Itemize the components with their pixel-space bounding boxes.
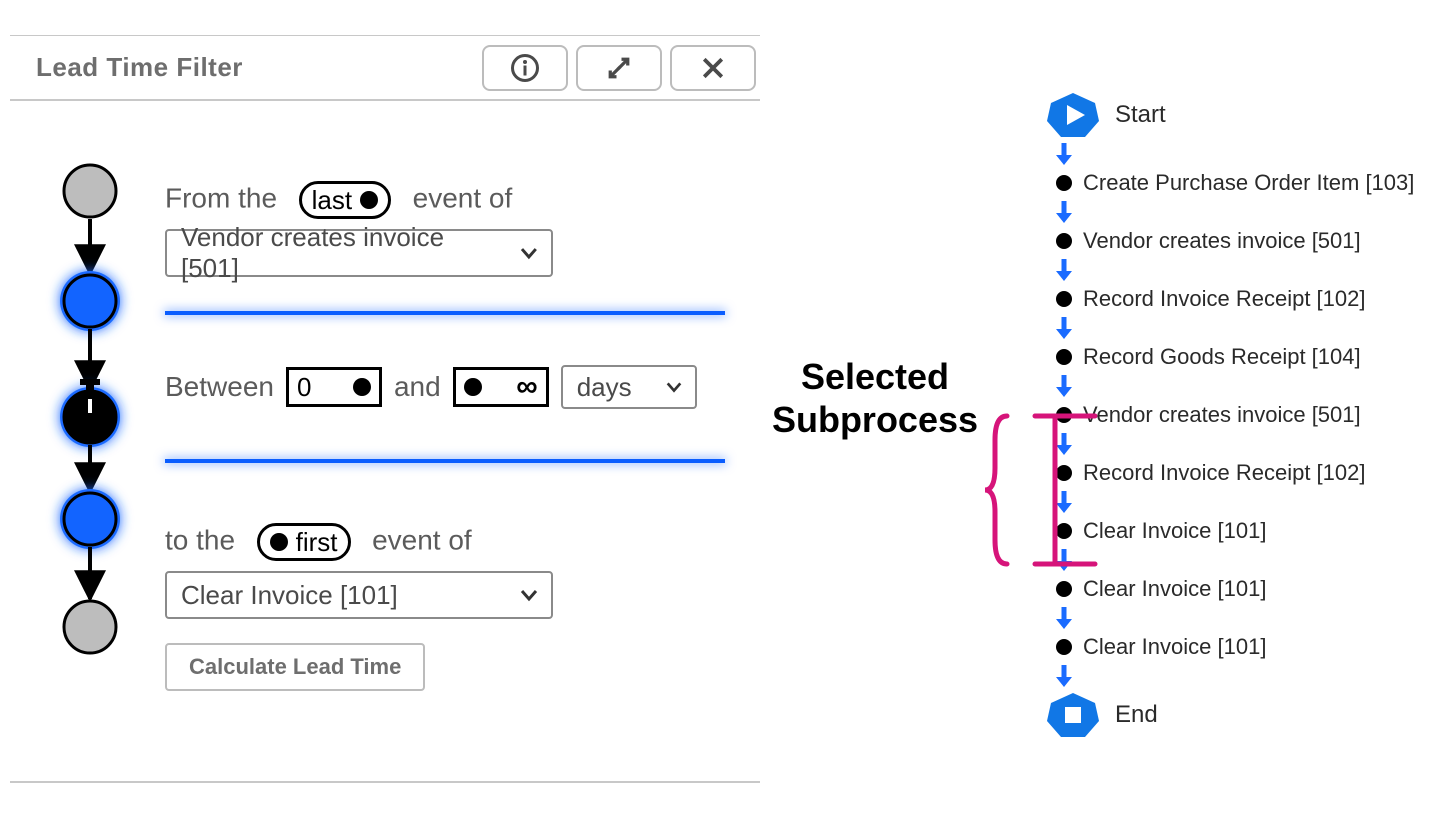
from-row: From the last event of [165, 181, 750, 219]
bullet-icon [1045, 233, 1083, 249]
toggle-dot-icon [270, 533, 288, 551]
expand-button[interactable] [576, 45, 662, 91]
between-min-value: 0 [297, 372, 311, 403]
chevron-down-icon [519, 243, 539, 263]
start-icon [1045, 91, 1101, 139]
flow-end-label: End [1115, 701, 1158, 729]
flow-step: Vendor creates invoice [501] [1045, 226, 1445, 256]
between-label: Between [165, 371, 274, 403]
flow-start: Start [1045, 90, 1445, 140]
panel-header: Lead Time Filter [10, 36, 760, 101]
stepper-dot-icon [353, 378, 371, 396]
to-toggle-label: first [296, 527, 338, 558]
end-icon [1045, 691, 1101, 739]
to-event-select[interactable]: Clear Invoice [101] [165, 571, 553, 619]
flow-arrow [1045, 198, 1445, 226]
flow-step: Clear Invoice [101] [1045, 632, 1445, 662]
flow-step: Record Goods Receipt [104] [1045, 342, 1445, 372]
flow-arrow [1045, 140, 1445, 168]
from-event-select[interactable]: Vendor creates invoice [501] [165, 229, 553, 277]
calculate-button-label: Calculate Lead Time [189, 654, 401, 680]
flow-step-label: Clear Invoice [101] [1083, 518, 1266, 544]
bullet-icon [1045, 175, 1083, 191]
from-toggle[interactable]: last [299, 181, 391, 219]
flow-step: Create Purchase Order Item [103] [1045, 168, 1445, 198]
from-suffix-label: event of [413, 182, 513, 213]
flow-step-label: Create Purchase Order Item [103] [1083, 170, 1414, 196]
flow-step-label: Record Goods Receipt [104] [1083, 344, 1361, 370]
flow-step: Record Invoice Receipt [102] [1045, 284, 1445, 314]
between-max-value: ∞ [516, 370, 537, 404]
bullet-icon [1045, 407, 1083, 423]
calculate-button[interactable]: Calculate Lead Time [165, 643, 425, 691]
flow-arrow [1045, 662, 1445, 690]
lead-time-filter-panel: Lead Time Filter [10, 35, 760, 801]
expand-icon [604, 53, 634, 83]
bullet-icon [1045, 349, 1083, 365]
flow-step-label: Record Invoice Receipt [102] [1083, 460, 1366, 486]
page-title: Lead Time Filter [36, 52, 243, 83]
to-suffix-label: event of [372, 524, 472, 555]
from-toggle-label: last [312, 185, 352, 216]
selected-subprocess-annotation: Selected Subprocess [765, 355, 985, 441]
flow-step-label: Vendor creates invoice [501] [1083, 402, 1361, 428]
mini-process-graphic [40, 161, 140, 721]
close-button[interactable] [670, 45, 756, 91]
header-button-group [482, 45, 760, 91]
info-button[interactable] [482, 45, 568, 91]
between-min-input[interactable]: 0 [286, 367, 382, 407]
between-row: Between 0 and ∞ days [165, 365, 750, 409]
flow-step: Record Invoice Receipt [102] [1045, 458, 1445, 488]
flow-arrow [1045, 488, 1445, 516]
panel-body: From the last event of Vendor creates in… [10, 101, 760, 801]
filter-form: From the last event of Vendor creates in… [165, 181, 750, 691]
bullet-icon [1045, 523, 1083, 539]
between-max-input[interactable]: ∞ [453, 367, 549, 407]
flow-arrow [1045, 546, 1445, 574]
flow-arrow [1045, 372, 1445, 400]
unit-value: days [577, 372, 632, 403]
to-toggle[interactable]: first [257, 523, 351, 561]
bullet-icon [1045, 639, 1083, 655]
from-event-value: Vendor creates invoice [501] [181, 222, 505, 284]
bullet-icon [1045, 581, 1083, 597]
bullet-icon [1045, 465, 1083, 481]
annotation-line2: Subprocess [765, 398, 985, 441]
process-flow: Start Create Purchase Order Item [103] Ve… [1045, 90, 1445, 740]
flow-arrow [1045, 314, 1445, 342]
chevron-down-icon [665, 378, 683, 396]
bullet-icon [1045, 291, 1083, 307]
flow-arrow [1045, 256, 1445, 284]
unit-select[interactable]: days [561, 365, 697, 409]
toggle-dot-icon [360, 191, 378, 209]
flow-step-label: Record Invoice Receipt [102] [1083, 286, 1366, 312]
to-row: to the first event of [165, 523, 750, 561]
flow-step-label: Clear Invoice [101] [1083, 576, 1266, 602]
flow-arrow [1045, 604, 1445, 632]
to-event-value: Clear Invoice [101] [181, 580, 398, 611]
annotation-line1: Selected [765, 355, 985, 398]
info-icon [510, 53, 540, 83]
flow-step: Vendor creates invoice [501] [1045, 400, 1445, 430]
flow-step-label: Vendor creates invoice [501] [1083, 228, 1361, 254]
flow-step: Clear Invoice [101] [1045, 574, 1445, 604]
flow-end: End [1045, 690, 1445, 740]
flow-start-label: Start [1115, 101, 1166, 129]
chevron-down-icon [519, 585, 539, 605]
to-prefix-label: to the [165, 524, 235, 555]
stepper-dot-icon [464, 378, 482, 396]
panel-footer-divider [10, 781, 760, 783]
flow-step-label: Clear Invoice [101] [1083, 634, 1266, 660]
and-label: and [394, 371, 441, 403]
flow-arrow [1045, 430, 1445, 458]
close-icon [698, 53, 728, 83]
flow-step: Clear Invoice [101] [1045, 516, 1445, 546]
from-prefix-label: From the [165, 182, 277, 213]
